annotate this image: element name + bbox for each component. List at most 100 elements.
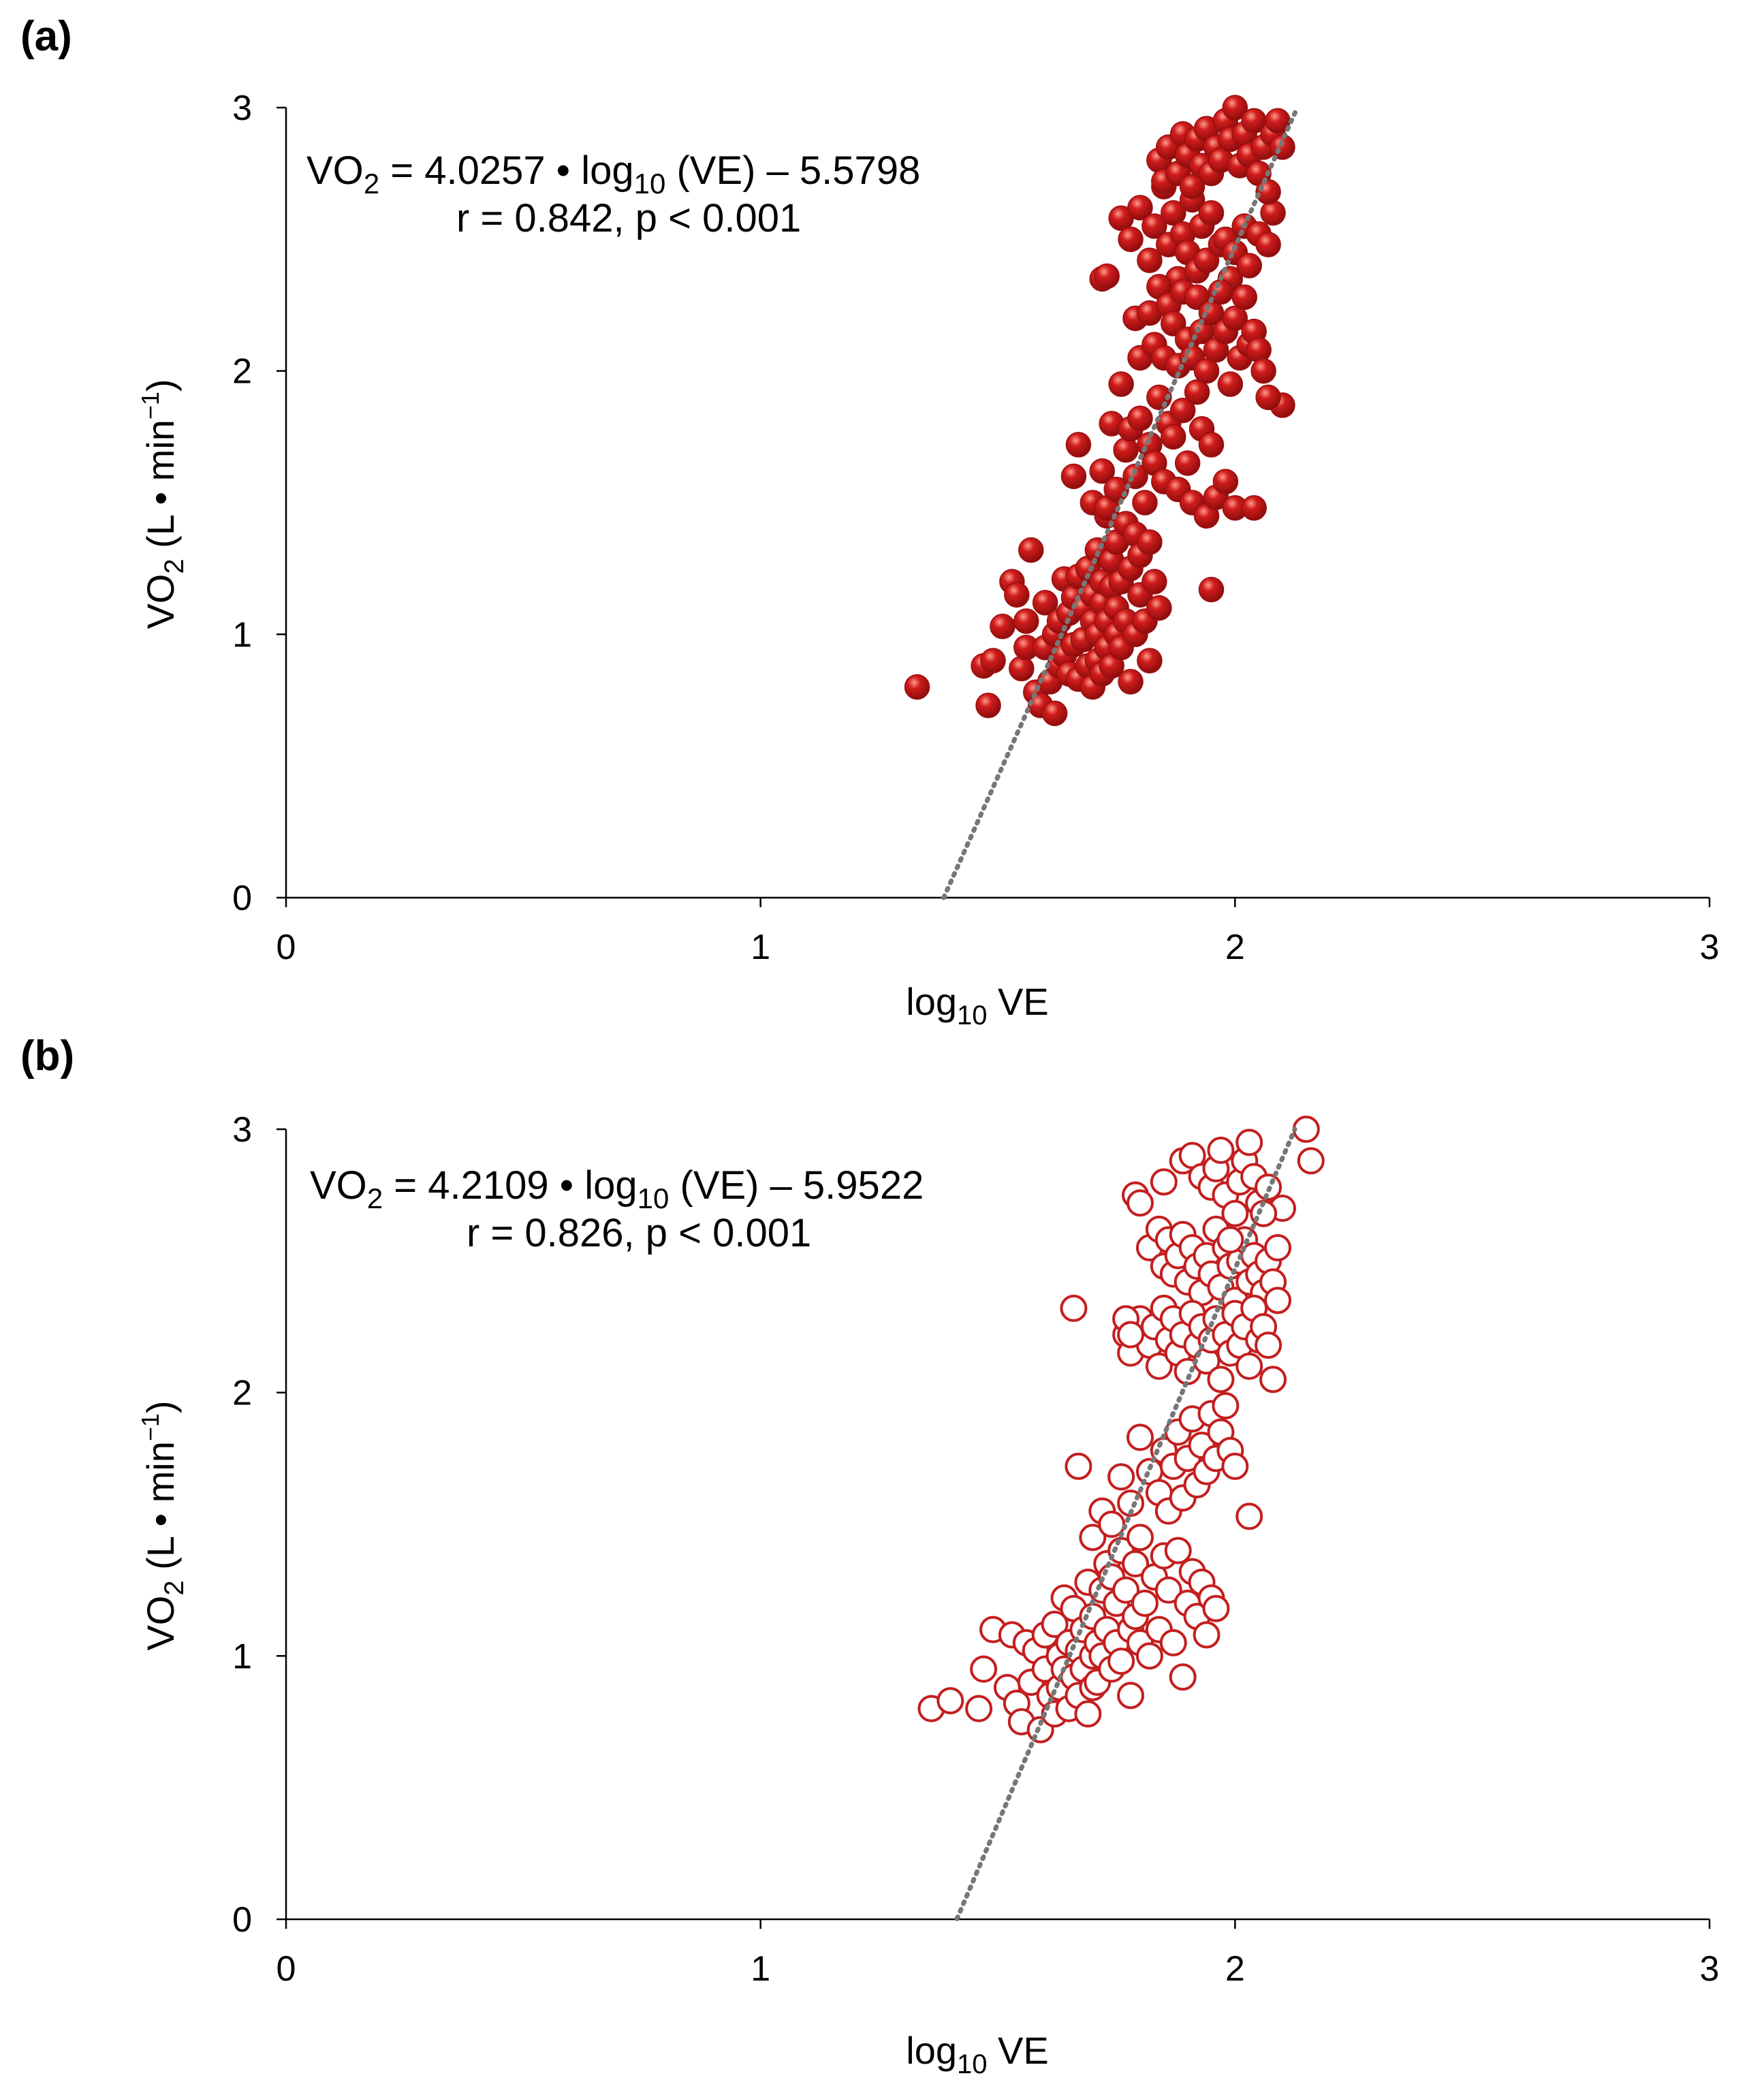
data-point xyxy=(1112,1576,1140,1604)
data-point xyxy=(1145,1353,1173,1380)
data-point xyxy=(1127,1524,1154,1551)
data-point xyxy=(1018,537,1044,563)
data-point xyxy=(1260,200,1286,226)
y-tick-label: 0 xyxy=(232,1900,252,1940)
scatter-chart-a: 0 1 2 3 0 1 2 3 VO2 = 4.0257 • log10 (VE) – 5.57… xyxy=(136,89,1720,1030)
data-point xyxy=(1292,1116,1320,1143)
data-point xyxy=(975,692,1001,719)
data-point xyxy=(1193,1621,1220,1649)
data-point xyxy=(1079,1524,1107,1551)
data-point xyxy=(1212,1392,1240,1419)
data-point xyxy=(1131,1590,1159,1617)
data-point xyxy=(1032,590,1058,616)
data-point xyxy=(1231,284,1258,311)
data-point xyxy=(1041,1610,1069,1638)
data-point xyxy=(1221,1452,1249,1480)
data-point xyxy=(1235,1502,1263,1530)
data-point xyxy=(1221,1199,1249,1227)
data-point xyxy=(1141,569,1167,595)
x-tick-label: 3 xyxy=(1700,1949,1720,1989)
data-point xyxy=(1184,379,1210,405)
data-point xyxy=(1065,432,1092,458)
data-point xyxy=(1174,450,1201,476)
data-point xyxy=(965,1695,993,1722)
data-point xyxy=(1222,95,1248,121)
data-point xyxy=(1169,1663,1197,1691)
y-tick-label: 2 xyxy=(232,352,252,392)
regression-stats: r = 0.842, p < 0.001 xyxy=(456,196,801,240)
y-tick-label: 1 xyxy=(232,1637,252,1676)
x-tick-label: 3 xyxy=(1700,928,1720,967)
data-point xyxy=(1150,1168,1178,1196)
data-point xyxy=(1118,226,1144,253)
data-point xyxy=(1107,1463,1135,1491)
data-point xyxy=(1137,529,1163,555)
data-point xyxy=(1216,1226,1244,1254)
data-point xyxy=(1074,1700,1102,1728)
regression-equation: VO2 = 4.2109 • log10 (VE) – 5.9522 xyxy=(310,1163,924,1214)
y-tick-label: 2 xyxy=(232,1374,252,1413)
data-point xyxy=(1255,178,1281,205)
data-point xyxy=(1264,1287,1292,1314)
y-tick-label: 1 xyxy=(232,615,252,655)
panel-a-label: (a) xyxy=(20,13,72,60)
scatter-chart-b: 0 1 2 3 0 1 2 3 VO2 = 4.2109 • log10 (VE) – 5.95… xyxy=(136,1110,1720,2079)
data-point xyxy=(1089,458,1116,484)
data-point xyxy=(1250,358,1276,384)
y-tick-label: 3 xyxy=(232,89,252,128)
data-point xyxy=(1235,1129,1263,1156)
data-point xyxy=(1127,195,1153,221)
data-point xyxy=(1137,648,1163,674)
x-tick-label: 2 xyxy=(1225,928,1245,967)
data-point xyxy=(1241,494,1267,521)
data-point xyxy=(1060,463,1087,490)
x-tick-label: 2 xyxy=(1225,1949,1245,1989)
y-axis-label: VO2 (L • min−1) xyxy=(136,379,189,629)
data-point xyxy=(1113,437,1139,463)
data-point xyxy=(1060,1294,1088,1322)
data-point xyxy=(1159,1629,1187,1656)
data-point xyxy=(1179,174,1206,200)
data-point xyxy=(1217,371,1244,397)
data-point xyxy=(1127,1189,1154,1217)
data-point xyxy=(1009,655,1035,682)
data-point xyxy=(1094,263,1120,289)
data-point xyxy=(1169,397,1196,424)
data-point xyxy=(970,1655,998,1683)
panel-b-label: (b) xyxy=(20,1033,75,1080)
data-point xyxy=(1117,1321,1145,1349)
data-point xyxy=(1259,1366,1287,1393)
y-tick-label: 3 xyxy=(232,1110,252,1150)
data-point xyxy=(1207,1136,1235,1164)
data-point xyxy=(1122,1550,1150,1577)
data-point xyxy=(1013,608,1039,634)
x-tick-label: 0 xyxy=(277,928,296,967)
data-point xyxy=(1255,232,1281,257)
regression-equation: VO2 = 4.0257 • log10 (VE) – 5.5798 xyxy=(306,148,920,200)
data-point xyxy=(904,674,930,700)
data-point xyxy=(1004,582,1030,608)
trendline xyxy=(954,1127,1297,1921)
data-point xyxy=(1108,371,1134,397)
data-point xyxy=(980,648,1006,674)
data-point xyxy=(1117,1682,1145,1710)
data-point xyxy=(1264,1234,1292,1261)
trendline xyxy=(941,105,1300,900)
data-point xyxy=(1207,1366,1235,1393)
data-point xyxy=(936,1687,964,1715)
data-point xyxy=(1137,247,1163,274)
data-point xyxy=(1222,305,1248,332)
data-point xyxy=(1141,213,1167,239)
data-point xyxy=(1164,1537,1192,1564)
data-point xyxy=(1118,669,1144,695)
x-axis-label: log10 VE xyxy=(906,2029,1049,2079)
data-point xyxy=(1198,432,1225,458)
data-point xyxy=(1132,490,1158,516)
data-point xyxy=(1041,700,1068,727)
regression-stats: r = 0.826, p < 0.001 xyxy=(467,1211,811,1255)
data-point xyxy=(1246,336,1272,363)
data-point xyxy=(1255,384,1281,411)
data-point xyxy=(1235,1353,1263,1380)
data-point xyxy=(1198,200,1225,226)
data-point xyxy=(1161,200,1186,226)
